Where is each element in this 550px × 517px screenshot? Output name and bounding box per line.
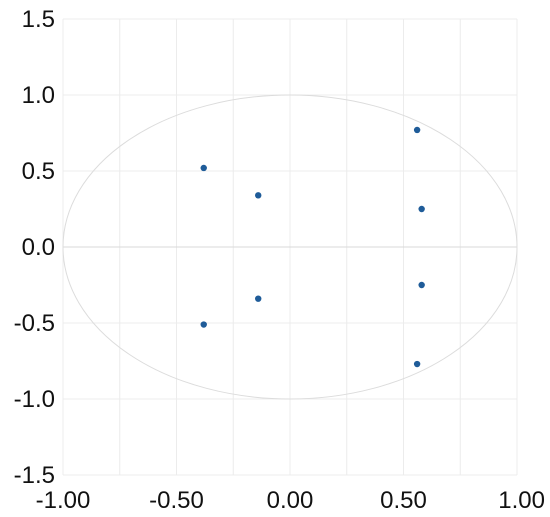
unit-circle	[62, 94, 518, 400]
x-tick-label: -1.00	[36, 487, 91, 514]
scatter-point	[418, 205, 425, 213]
y-tick-label: -1.5	[14, 462, 55, 489]
x-tick-label: 1.00	[498, 487, 545, 514]
data-points	[200, 126, 425, 368]
y-tick-label: 0.5	[22, 158, 55, 185]
reference-circle-layer	[62, 94, 518, 400]
y-tick-label: 1.0	[22, 82, 55, 109]
y-tick-label: -0.5	[14, 310, 55, 337]
scatter-point	[413, 360, 421, 368]
x-tick-label: 0.00	[267, 487, 314, 514]
scatter-point	[200, 321, 207, 328]
x-tick-label: 0.50	[380, 487, 427, 514]
y-tick-label: 0.0	[22, 234, 55, 261]
scatter-point	[255, 192, 262, 199]
y-tick-label: -1.0	[14, 386, 55, 413]
scatter-point	[255, 295, 262, 302]
tick-labels: -1.5 -1.0 -0.5 0.0 0.5 1.0 1.5 -1.00 -0.50 0.00 0.…	[14, 6, 545, 514]
scatter-point	[200, 164, 207, 172]
scatter-point	[413, 126, 421, 134]
scatter-point	[418, 281, 425, 289]
x-tick-label: -0.50	[149, 487, 204, 514]
y-tick-label: 1.5	[22, 6, 55, 33]
